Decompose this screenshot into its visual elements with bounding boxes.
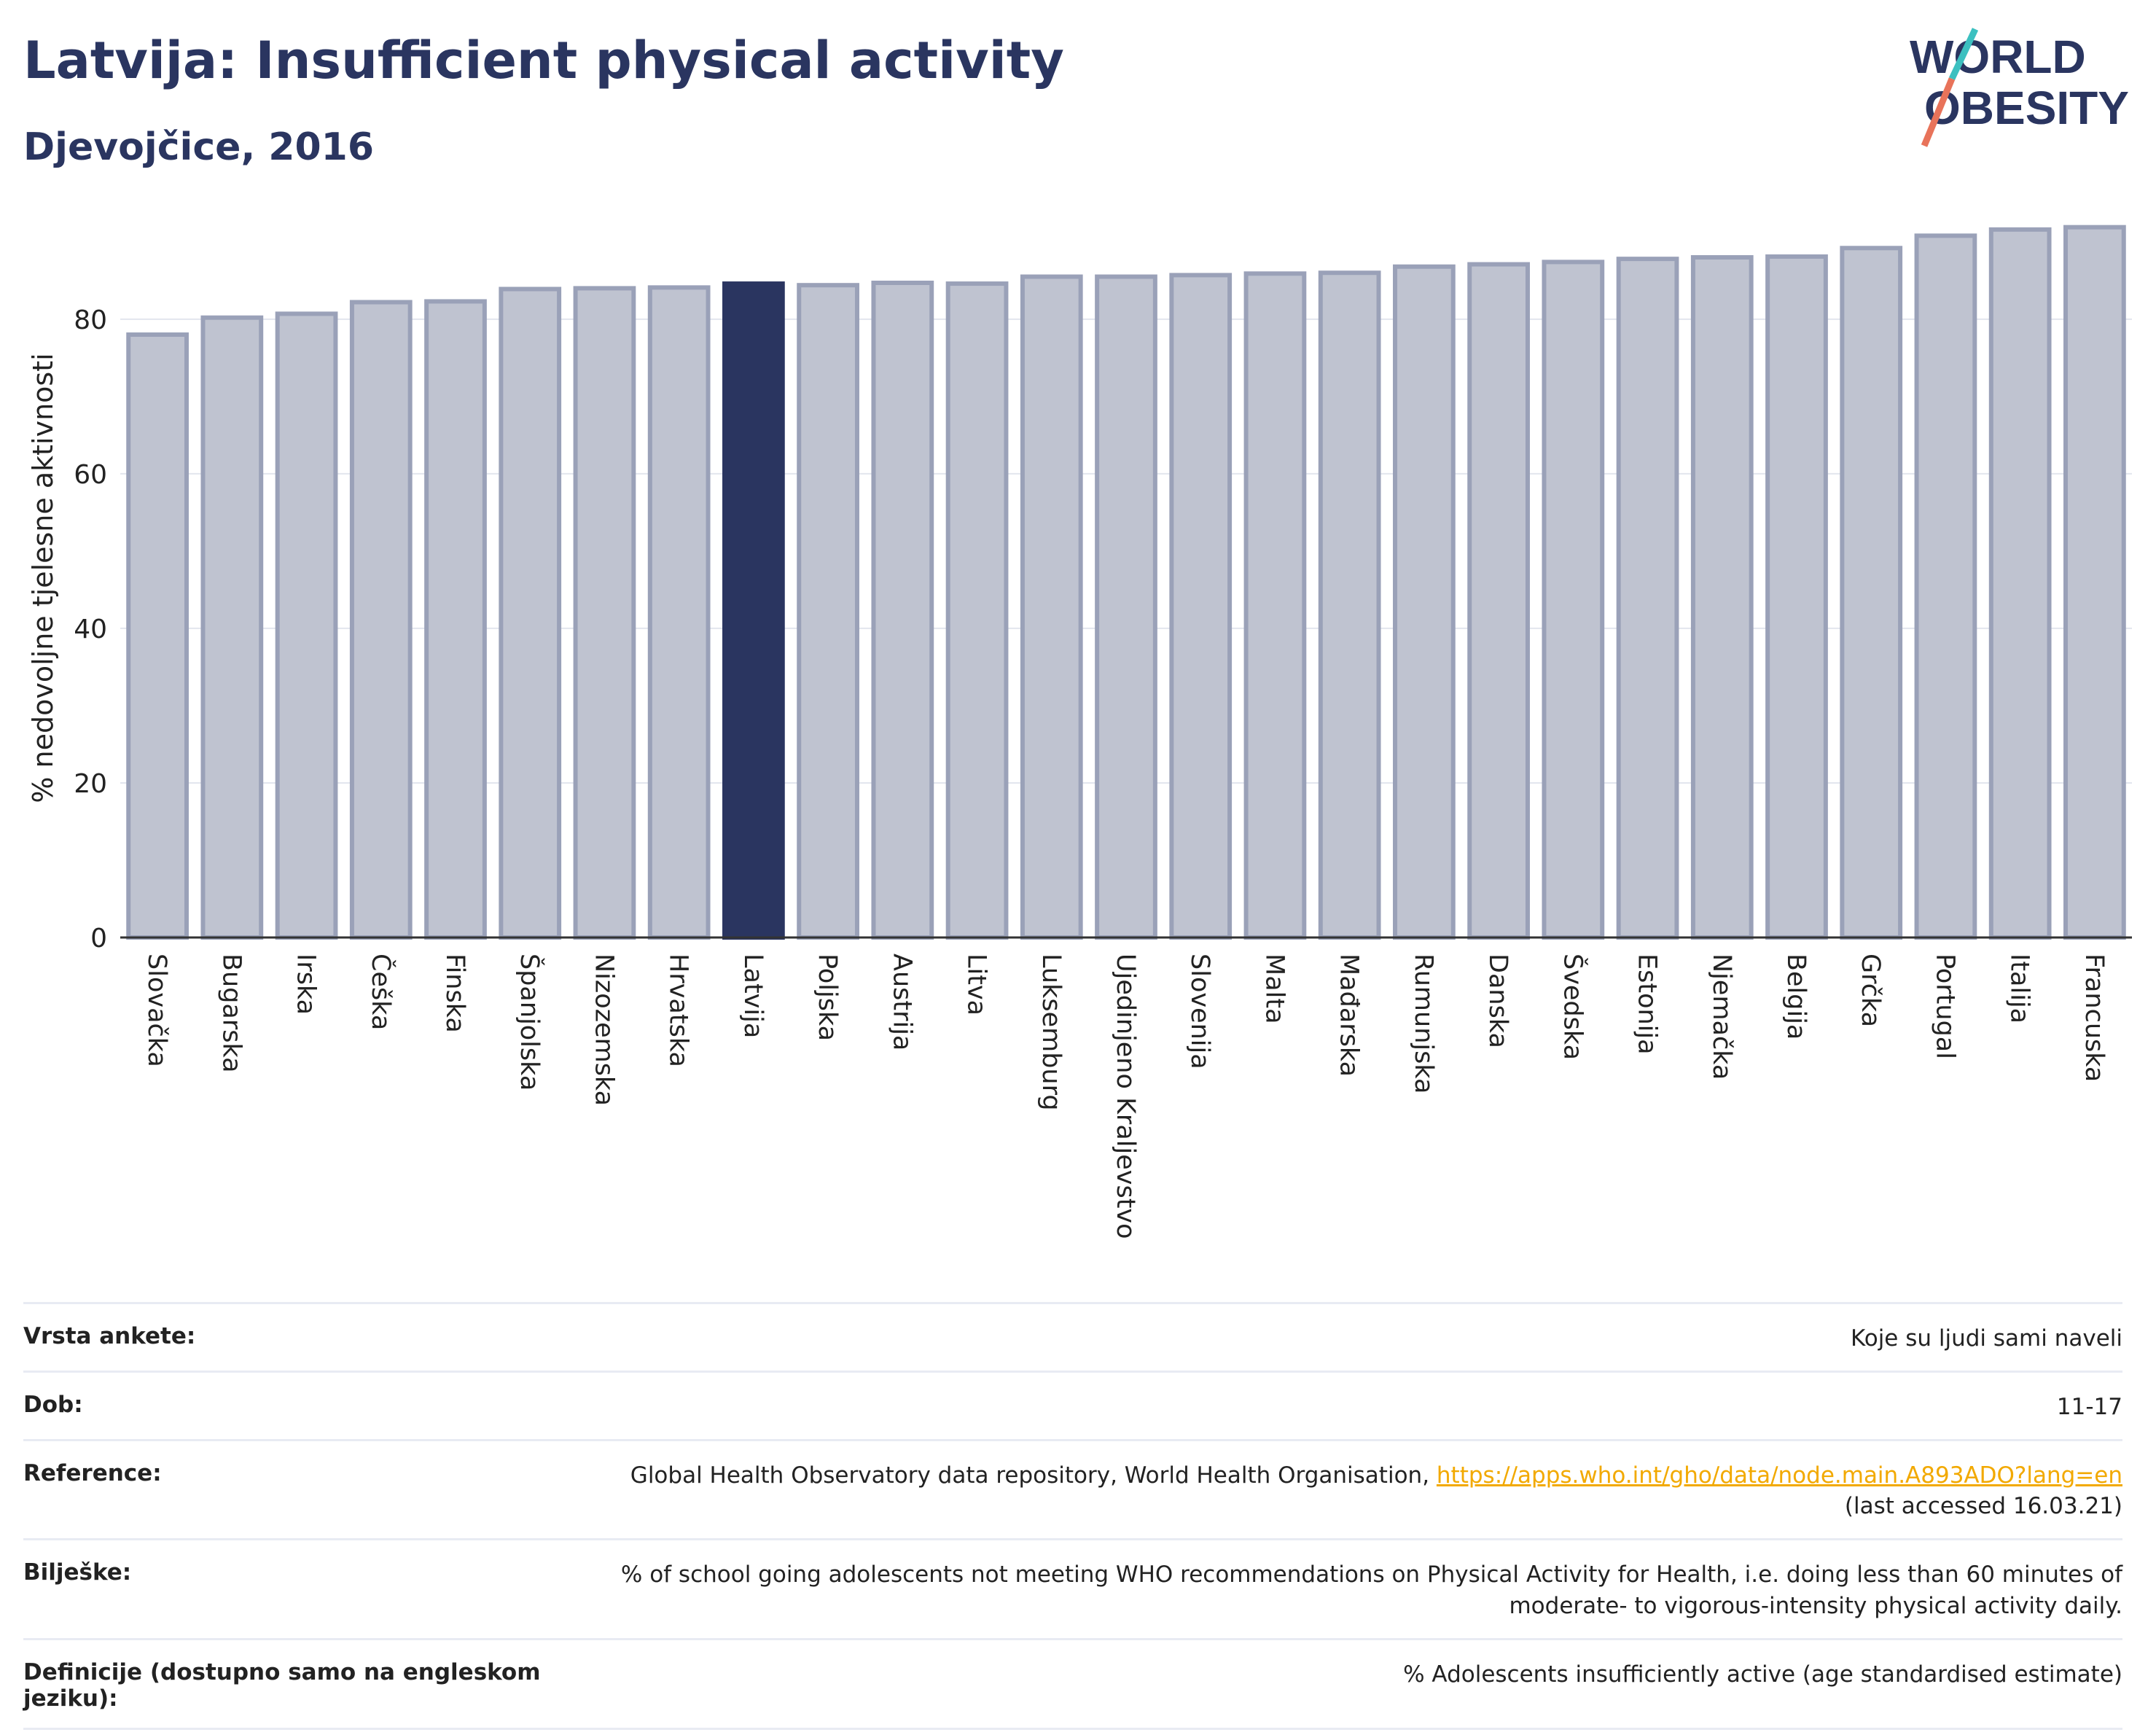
meta-value: 11-17 xyxy=(2056,1393,2122,1420)
x-tick-label: Irska xyxy=(292,954,321,1015)
x-tick-label: Portugal xyxy=(1930,954,1959,1059)
bar-Bugarska[interactable] xyxy=(200,315,264,940)
x-tick-label: Španjolska xyxy=(515,954,545,1091)
x-tick-label: Luksemburg xyxy=(1036,954,1066,1111)
meta-value: Global Health Observatory data repositor… xyxy=(630,1460,2122,1523)
bar-Austrija[interactable] xyxy=(871,280,934,940)
bar-Estonija[interactable] xyxy=(1616,257,1679,940)
x-tick-label: Italija xyxy=(2005,954,2034,1024)
bar-Portugal[interactable] xyxy=(1914,233,1977,940)
page-subtitle: Djevojčice, 2016 xyxy=(23,125,375,169)
meta-row-notes: Bilješke: % of school going adolescents … xyxy=(23,1538,2122,1638)
x-axis-ticks: Slovačka Bugarska Irska Češka Finska Španjols… xyxy=(142,954,2109,1239)
bar-Nizozemska[interactable] xyxy=(573,286,636,940)
bar-Češka[interactable] xyxy=(349,300,413,940)
y-axis-label: % nedovoljne tjelesne aktivnosti xyxy=(27,353,59,803)
meta-row-reference: Reference: Global Health Observatory dat… xyxy=(23,1438,2122,1539)
x-tick-label: Rumunjska xyxy=(1409,954,1438,1093)
bar-Finska[interactable] xyxy=(424,299,487,940)
bar-Luksemburg[interactable] xyxy=(1020,274,1083,940)
logo-slash-coral xyxy=(1921,77,1956,147)
bar-Belgija[interactable] xyxy=(1765,254,1828,940)
meta-row-age: Dob: 11-17 xyxy=(23,1370,2122,1439)
meta-row-definitions: Definicije (dostupno samo na engleskom j… xyxy=(23,1637,2122,1730)
x-tick-label: Hrvatska xyxy=(664,954,693,1067)
y-tick-label: 80 xyxy=(74,305,107,335)
bar-Litva[interactable] xyxy=(945,281,1009,940)
x-tick-label: Estonija xyxy=(1633,954,1662,1055)
x-tick-label: Slovačka xyxy=(142,954,171,1067)
x-tick-label: Belgija xyxy=(1781,954,1811,1040)
reference-link[interactable]: https://apps.who.int/gho/data/node.main.… xyxy=(1436,1462,2122,1489)
bar-Slovačka[interactable] xyxy=(126,332,189,940)
x-tick-label: Slovenija xyxy=(1185,954,1214,1069)
reference-text: Global Health Observatory data repositor… xyxy=(630,1462,1430,1489)
x-tick-label: Nizozemska xyxy=(589,954,618,1106)
x-tick-label: Grčka xyxy=(1856,954,1885,1027)
y-tick-label: 60 xyxy=(74,460,107,490)
bar-Hrvatska[interactable] xyxy=(647,285,711,940)
bar-Njemačka[interactable] xyxy=(1690,255,1754,940)
meta-label: Definicije (dostupno samo na engleskom j… xyxy=(23,1658,541,1712)
x-tick-label: Poljska xyxy=(813,954,842,1041)
x-tick-label: Švedska xyxy=(1558,954,1588,1060)
y-axis-ticks: 0 20 40 60 80 xyxy=(74,305,107,954)
meta-label: Dob: xyxy=(23,1391,83,1418)
meta-value: % of school going adolescents not meetin… xyxy=(620,1562,2122,1619)
chart-bars xyxy=(126,225,2126,940)
meta-label: Vrsta ankete: xyxy=(23,1323,196,1349)
x-tick-label: Austrija xyxy=(887,954,916,1050)
bar-Grčka[interactable] xyxy=(1840,246,1903,940)
y-tick-label: 20 xyxy=(74,769,107,799)
logo-slash-teal xyxy=(1948,28,1979,80)
bar-Latvija[interactable] xyxy=(722,281,785,940)
logo-line2: OBESITY xyxy=(1924,82,2129,134)
bar-Ujedinjeno Kraljevstvo[interactable] xyxy=(1095,274,1157,940)
reference-suffix: (last accessed 16.03.21) xyxy=(1844,1493,2122,1520)
x-tick-label: Danska xyxy=(1483,954,1512,1048)
bar-Malta[interactable] xyxy=(1243,271,1307,940)
bar-Danska[interactable] xyxy=(1467,262,1530,940)
bar-Francuska[interactable] xyxy=(2063,225,2126,940)
x-tick-label: Litva xyxy=(962,954,991,1015)
x-tick-label: Latvija xyxy=(738,954,768,1038)
meta-value: % Adolescents insufficiently active (age… xyxy=(1403,1661,2122,1688)
y-tick-label: 0 xyxy=(90,924,107,954)
world-obesity-logo: WORLD OBESITY xyxy=(1910,28,2129,147)
x-tick-label: Mađarska xyxy=(1335,954,1364,1077)
page-title: Latvija: Insufficient physical activity xyxy=(23,31,1064,90)
bar-Poljska[interactable] xyxy=(797,283,859,940)
bar-Švedska[interactable] xyxy=(1542,260,1605,940)
bar-chart: 0 20 40 60 80 Slovačka Bugarska Irska Češka Fins… xyxy=(27,225,2132,1239)
meta-label: Bilješke: xyxy=(23,1559,132,1586)
bar-Slovenija[interactable] xyxy=(1169,273,1233,940)
x-tick-label: Finska xyxy=(440,954,469,1033)
x-tick-label: Francuska xyxy=(2079,954,2109,1082)
meta-label: Reference: xyxy=(23,1459,162,1486)
bar-Italija[interactable] xyxy=(1988,227,2052,940)
x-tick-label: Malta xyxy=(1259,954,1289,1024)
x-tick-label: Bugarska xyxy=(216,954,246,1073)
x-tick-label: Češka xyxy=(366,954,397,1030)
bar-Španjolska[interactable] xyxy=(499,286,562,940)
metadata-table: Vrsta ankete: Koje su ljudi sami naveli … xyxy=(23,1302,2122,1730)
x-tick-label: Ujedinjeno Kraljevstvo xyxy=(1111,954,1140,1239)
bar-Rumunjska[interactable] xyxy=(1393,264,1456,940)
bar-Mađarska[interactable] xyxy=(1318,270,1381,940)
logo-line1: WORLD xyxy=(1910,31,2086,83)
x-tick-label: Njemačka xyxy=(1707,954,1736,1080)
meta-value: Koje su ljudi sami naveli xyxy=(1850,1325,2122,1352)
meta-row-survey: Vrsta ankete: Koje su ljudi sami naveli xyxy=(23,1302,2122,1371)
bar-Irska[interactable] xyxy=(275,311,338,940)
y-tick-label: 40 xyxy=(74,615,107,644)
